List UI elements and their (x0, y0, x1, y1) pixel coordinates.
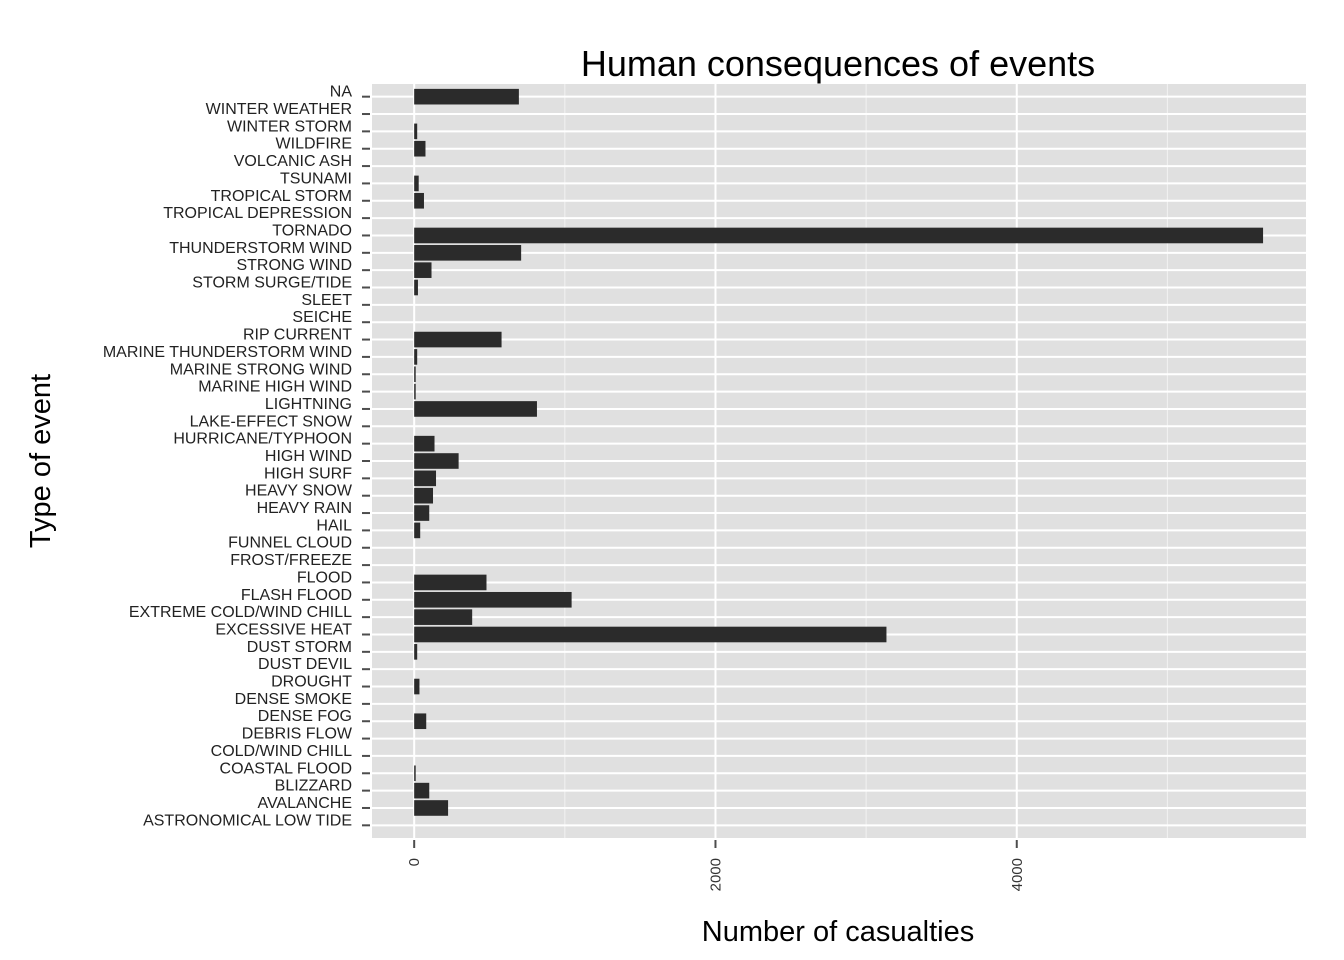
y-tick-label: STORM SURGE/TIDE (192, 275, 352, 292)
y-tick-label: FROST/FREEZE (230, 552, 352, 569)
y-axis: ASTRONOMICAL LOW TIDEAVALANCHEBLIZZARDCO… (103, 84, 370, 829)
y-tick-label: COLD/WIND CHILL (211, 743, 352, 760)
y-tick-label: ASTRONOMICAL LOW TIDE (143, 812, 352, 829)
bar (414, 401, 537, 417)
x-axis: 0 2000 4000 (406, 840, 1026, 891)
y-tick-label: TROPICAL STORM (211, 188, 352, 205)
y-axis-title: Type of event (25, 374, 57, 548)
y-tick-label: RIP CURRENT (243, 327, 352, 344)
y-tick-label: LAKE-EFFECT SNOW (190, 413, 353, 430)
bar (414, 262, 432, 278)
bar (414, 591, 572, 608)
bar (414, 435, 435, 452)
bar (414, 765, 416, 782)
y-tick-label: MARINE HIGH WIND (198, 379, 352, 396)
y-tick-label: DENSE FOG (258, 708, 352, 725)
y-tick-label: HURRICANE/TYPHOON (173, 431, 352, 448)
bar (414, 366, 416, 383)
y-tick-label: HEAVY SNOW (245, 483, 353, 500)
y-tick-label: NA (330, 84, 353, 101)
bar (414, 175, 419, 192)
bars (414, 88, 1264, 816)
bar (414, 245, 522, 261)
y-tick-label: FUNNEL CLOUD (228, 535, 352, 552)
bar (414, 800, 449, 816)
bar (414, 349, 418, 365)
y-tick-label: LIGHTNING (265, 396, 352, 413)
x-tick-label: 4000 (1009, 858, 1026, 891)
y-tick-label: BLIZZARD (275, 778, 352, 795)
y-tick-label: WINTER STORM (227, 118, 352, 135)
x-tick-label: 0 (406, 858, 423, 866)
y-tick-label: TORNADO (272, 222, 352, 239)
y-tick-label: DENSE SMOKE (235, 691, 352, 708)
bar (414, 383, 416, 400)
bar (414, 609, 473, 625)
x-tick-label: 2000 (707, 858, 724, 891)
y-tick-label: HAIL (316, 517, 352, 534)
bar (414, 123, 418, 140)
bar (414, 453, 459, 469)
bar (414, 331, 502, 348)
bar (414, 574, 487, 591)
bar (414, 678, 420, 695)
y-tick-label: HIGH SURF (264, 465, 352, 482)
bar (414, 713, 427, 730)
y-tick-label: HIGH WIND (265, 448, 352, 465)
y-tick-label: WILDFIRE (276, 136, 352, 153)
bar (414, 505, 430, 521)
y-tick-label: TROPICAL DEPRESSION (163, 205, 352, 222)
bar (414, 88, 519, 105)
y-tick-label: AVALANCHE (257, 795, 352, 812)
y-tick-label: FLOOD (297, 569, 352, 586)
y-tick-label: TSUNAMI (280, 170, 352, 187)
y-tick-label: COASTAL FLOOD (220, 760, 352, 777)
y-tick-label: WINTER WEATHER (206, 101, 352, 118)
bar (414, 227, 1264, 244)
y-tick-label: HEAVY RAIN (257, 500, 352, 517)
bar (414, 279, 418, 296)
bar (414, 140, 426, 157)
y-tick-label: STRONG WIND (236, 257, 352, 274)
y-tick-label: EXCESSIVE HEAT (215, 621, 352, 638)
bar (414, 192, 424, 209)
y-tick-label: EXTREME COLD/WIND CHILL (129, 604, 352, 621)
x-axis-title: Number of casualties (702, 916, 974, 948)
y-tick-label: DUST STORM (247, 639, 352, 656)
y-tick-label: VOLCANIC ASH (234, 153, 352, 170)
bar (414, 487, 434, 504)
y-tick-label: SEICHE (292, 309, 352, 326)
bar (414, 782, 430, 799)
y-tick-label: MARINE THUNDERSTORM WIND (103, 344, 352, 361)
y-tick-label: MARINE STRONG WIND (170, 361, 352, 378)
y-tick-label: DUST DEVIL (258, 656, 352, 673)
bar (414, 522, 421, 539)
y-tick-label: THUNDERSTORM WIND (169, 240, 352, 257)
grid-lines (372, 84, 1306, 838)
chart-title: Human consequences of events (581, 43, 1095, 84)
bar (414, 644, 418, 660)
y-tick-label: SLEET (301, 292, 352, 309)
y-tick-label: DEBRIS FLOW (242, 726, 353, 743)
bar (414, 470, 437, 487)
y-tick-label: DROUGHT (271, 674, 352, 691)
y-tick-label: FLASH FLOOD (241, 587, 352, 604)
bar (414, 626, 887, 643)
